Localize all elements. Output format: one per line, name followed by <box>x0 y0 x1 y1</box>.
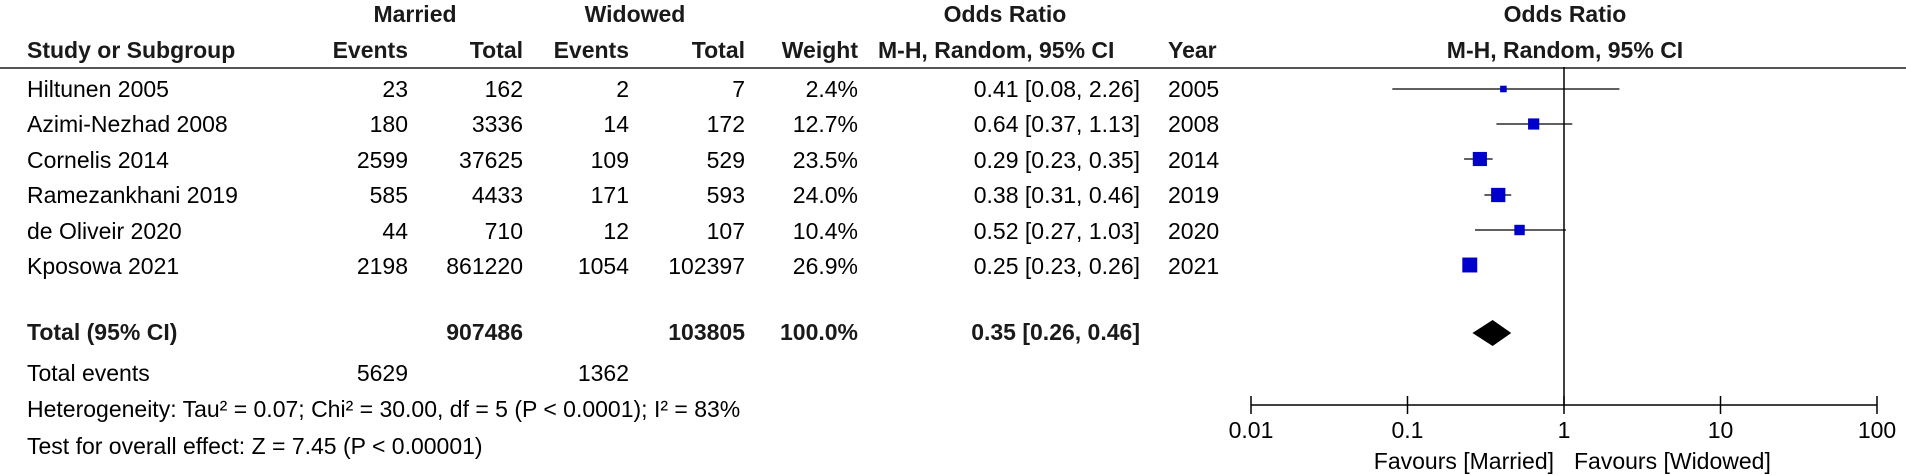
or-title: Odds Ratio <box>943 1 1067 27</box>
study-name: Kposowa 2021 <box>27 253 180 279</box>
study-name: Ramezankhani 2019 <box>27 182 238 208</box>
year-value: 2008 <box>1168 111 1220 137</box>
total-events-label: Total events <box>27 360 150 386</box>
events1-value: 2599 <box>356 147 408 173</box>
total-label: Total (95% CI) <box>27 319 178 345</box>
total-events1: 5629 <box>356 360 408 386</box>
total1-value: 3336 <box>471 111 523 137</box>
study-name: Hiltunen 2005 <box>27 76 169 102</box>
year-value: 2005 <box>1168 76 1220 102</box>
header-rule <box>0 67 1906 69</box>
total2-value: 102397 <box>668 253 745 279</box>
events2-value: 171 <box>590 182 629 208</box>
events2-value: 2 <box>616 76 629 102</box>
total2-value: 593 <box>706 182 745 208</box>
total1-value: 710 <box>484 218 523 244</box>
x-tick-label: 0.1 <box>1392 417 1424 443</box>
weight-value: 12.7% <box>792 111 858 137</box>
events1-value: 2198 <box>356 253 408 279</box>
ci-value: 0.41 [0.08, 2.26] <box>973 76 1140 102</box>
favours-left-label: Favours [Married] <box>1374 448 1554 474</box>
x-tick-label: 10 <box>1708 417 1734 443</box>
weight-value: 2.4% <box>805 76 858 102</box>
study-name: Azimi-Nezhad 2008 <box>27 111 228 137</box>
favours-right-label: Favours [Widowed] <box>1574 448 1771 474</box>
events1-value: 44 <box>382 218 408 244</box>
x-tick-label: 100 <box>1858 417 1896 443</box>
events1-value: 23 <box>382 76 408 102</box>
group2-header: Widowed <box>584 1 686 27</box>
ci-value: 0.25 [0.23, 0.26] <box>973 253 1140 279</box>
events2-value: 12 <box>603 218 629 244</box>
total2-value: 172 <box>706 111 745 137</box>
study-column-header: Study or Subgroup <box>27 37 236 63</box>
total1-sum: 907486 <box>446 319 523 345</box>
year-value: 2020 <box>1168 218 1220 244</box>
study-marker <box>1500 85 1507 93</box>
events2-value: 14 <box>603 111 629 137</box>
year-value: 2014 <box>1168 147 1220 173</box>
ci-value: 0.52 [0.27, 1.03] <box>973 218 1140 244</box>
events1-value: 585 <box>369 182 408 208</box>
study-marker <box>1472 151 1487 167</box>
ci-value: 0.38 [0.31, 0.46] <box>973 182 1140 208</box>
events2-value: 1054 <box>577 253 629 279</box>
events2-value: 109 <box>590 147 629 173</box>
heterogeneity-text: Heterogeneity: Tau² = 0.07; Chi² = 30.00… <box>27 396 741 422</box>
total2-sum: 103805 <box>668 319 745 345</box>
year-value: 2021 <box>1168 253 1220 279</box>
study-marker <box>1491 187 1506 203</box>
total1-header: Total <box>469 37 523 63</box>
summary-diamond <box>1472 320 1512 346</box>
total-events2: 1362 <box>577 360 629 386</box>
plot-method-header: M-H, Random, 95% CI <box>1446 37 1684 63</box>
weight-value: 24.0% <box>792 182 858 208</box>
study-name: Cornelis 2014 <box>27 147 169 173</box>
weight-value: 23.5% <box>792 147 858 173</box>
total-ci: 0.35 [0.26, 0.46] <box>971 319 1140 345</box>
x-tick-label: 0.01 <box>1229 417 1274 443</box>
plot-title: Odds Ratio <box>1503 1 1627 27</box>
x-tick-label: 1 <box>1558 417 1571 443</box>
ci-value: 0.64 [0.37, 1.13] <box>973 111 1140 137</box>
events1-header: Events <box>332 37 408 63</box>
study-name: de Oliveir 2020 <box>27 218 182 244</box>
weight-value: 26.9% <box>792 253 858 279</box>
total1-value: 4433 <box>471 182 523 208</box>
total2-header: Total <box>691 37 745 63</box>
weight-value: 10.4% <box>792 218 858 244</box>
weight-header: Weight <box>781 37 858 63</box>
group1-header: Married <box>373 1 457 27</box>
year-header: Year <box>1168 37 1217 63</box>
year-value: 2019 <box>1168 182 1220 208</box>
study-marker <box>1514 224 1525 236</box>
study-marker <box>1462 257 1478 273</box>
overall-effect-text: Test for overall effect: Z = 7.45 (P < 0… <box>27 433 483 459</box>
total1-value: 861220 <box>446 253 523 279</box>
total-weight: 100.0% <box>779 319 858 345</box>
study-marker <box>1528 118 1540 130</box>
ci-value: 0.29 [0.23, 0.35] <box>973 147 1140 173</box>
total2-value: 529 <box>706 147 745 173</box>
total1-value: 37625 <box>459 147 523 173</box>
events1-value: 180 <box>369 111 408 137</box>
total1-value: 162 <box>484 76 523 102</box>
total2-value: 7 <box>732 76 745 102</box>
total2-value: 107 <box>706 218 745 244</box>
method-header: M-H, Random, 95% CI <box>878 37 1115 63</box>
events2-header: Events <box>553 37 629 63</box>
